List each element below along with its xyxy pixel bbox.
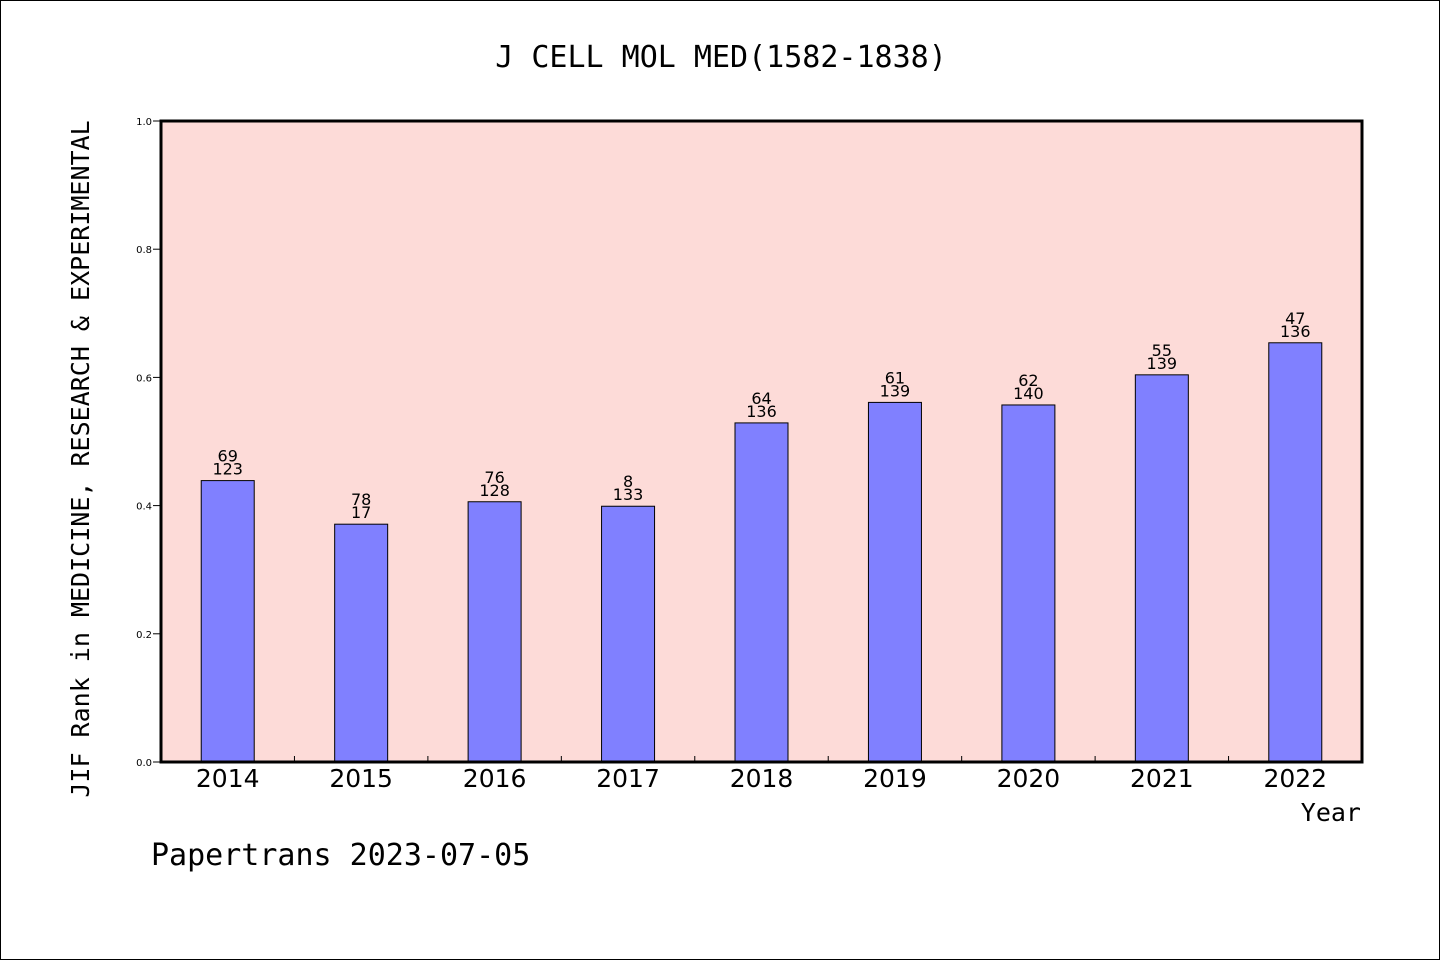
bar-total-label: 136 [746,402,777,421]
y-tick-label: 0.0 [136,758,152,769]
bar-2019 [867,401,922,763]
x-axis-title: Year [1301,798,1361,827]
y-tick-label: 0.8 [136,245,152,256]
y-axis-title: JIF Rank in MEDICINE, RESEARCH & EXPERIM… [66,120,95,797]
bar-total-label: 139 [1147,354,1178,373]
footer-date-stamp: Papertrans 2023-07-05 [151,838,530,873]
bar-total-label: 128 [479,481,510,500]
bar-rank-label: 47 [1285,309,1305,328]
x-tick-label: 2021 [1130,764,1194,793]
bar-rank-label: 78 [351,490,371,509]
bar-2018 [734,422,789,763]
bar-total-label: 136 [1280,322,1311,341]
bar-2015 [334,523,389,763]
bars-layer [200,342,1323,763]
bar-rank-label: 64 [751,389,771,408]
y-axis: 0.0 0.2 0.4 0.6 0.8 1.0 [136,117,161,769]
bar-2021 [1134,374,1189,763]
chart-title: J CELL MOL MED(1582-1838) [495,40,947,75]
bar-rank-label: 69 [218,447,238,466]
x-tick-label: 2015 [329,764,393,793]
bar-total-label: 139 [880,381,911,400]
x-tick-label: 2014 [196,764,260,793]
bar-2014 [200,480,255,763]
plot-border [159,119,1364,764]
x-tick-label: 2016 [463,764,527,793]
y-tick-label: 0.4 [136,502,152,513]
bar-2016 [467,501,522,763]
y-tick-label: 1.0 [136,117,152,128]
x-axis: 2014 2015 2016 2017 2018 2019 2020 2021 2022 [196,756,1327,793]
x-tick-label: 2020 [997,764,1061,793]
bar-2020 [1001,404,1056,763]
bar-total-label: 133 [613,485,644,504]
y-tick-label: 0.2 [136,630,152,641]
bar-rank-label: 61 [885,368,905,387]
x-tick-label: 2018 [730,764,794,793]
bar-rank-label: 8 [623,472,633,491]
x-tick-label: 2017 [596,764,660,793]
bar-2022 [1268,342,1323,763]
bar-rank-label: 62 [1018,371,1038,390]
bar-rank-label: 76 [484,468,504,487]
x-tick-label: 2019 [863,764,927,793]
bar-total-label: 123 [212,460,243,479]
bar-total-label: 17 [351,503,371,522]
bar-2017 [601,505,656,763]
bar-rank-label: 55 [1152,341,1172,360]
x-tick-label: 2022 [1263,764,1327,793]
y-tick-label: 0.6 [136,373,152,384]
bar-total-label: 140 [1013,384,1044,403]
